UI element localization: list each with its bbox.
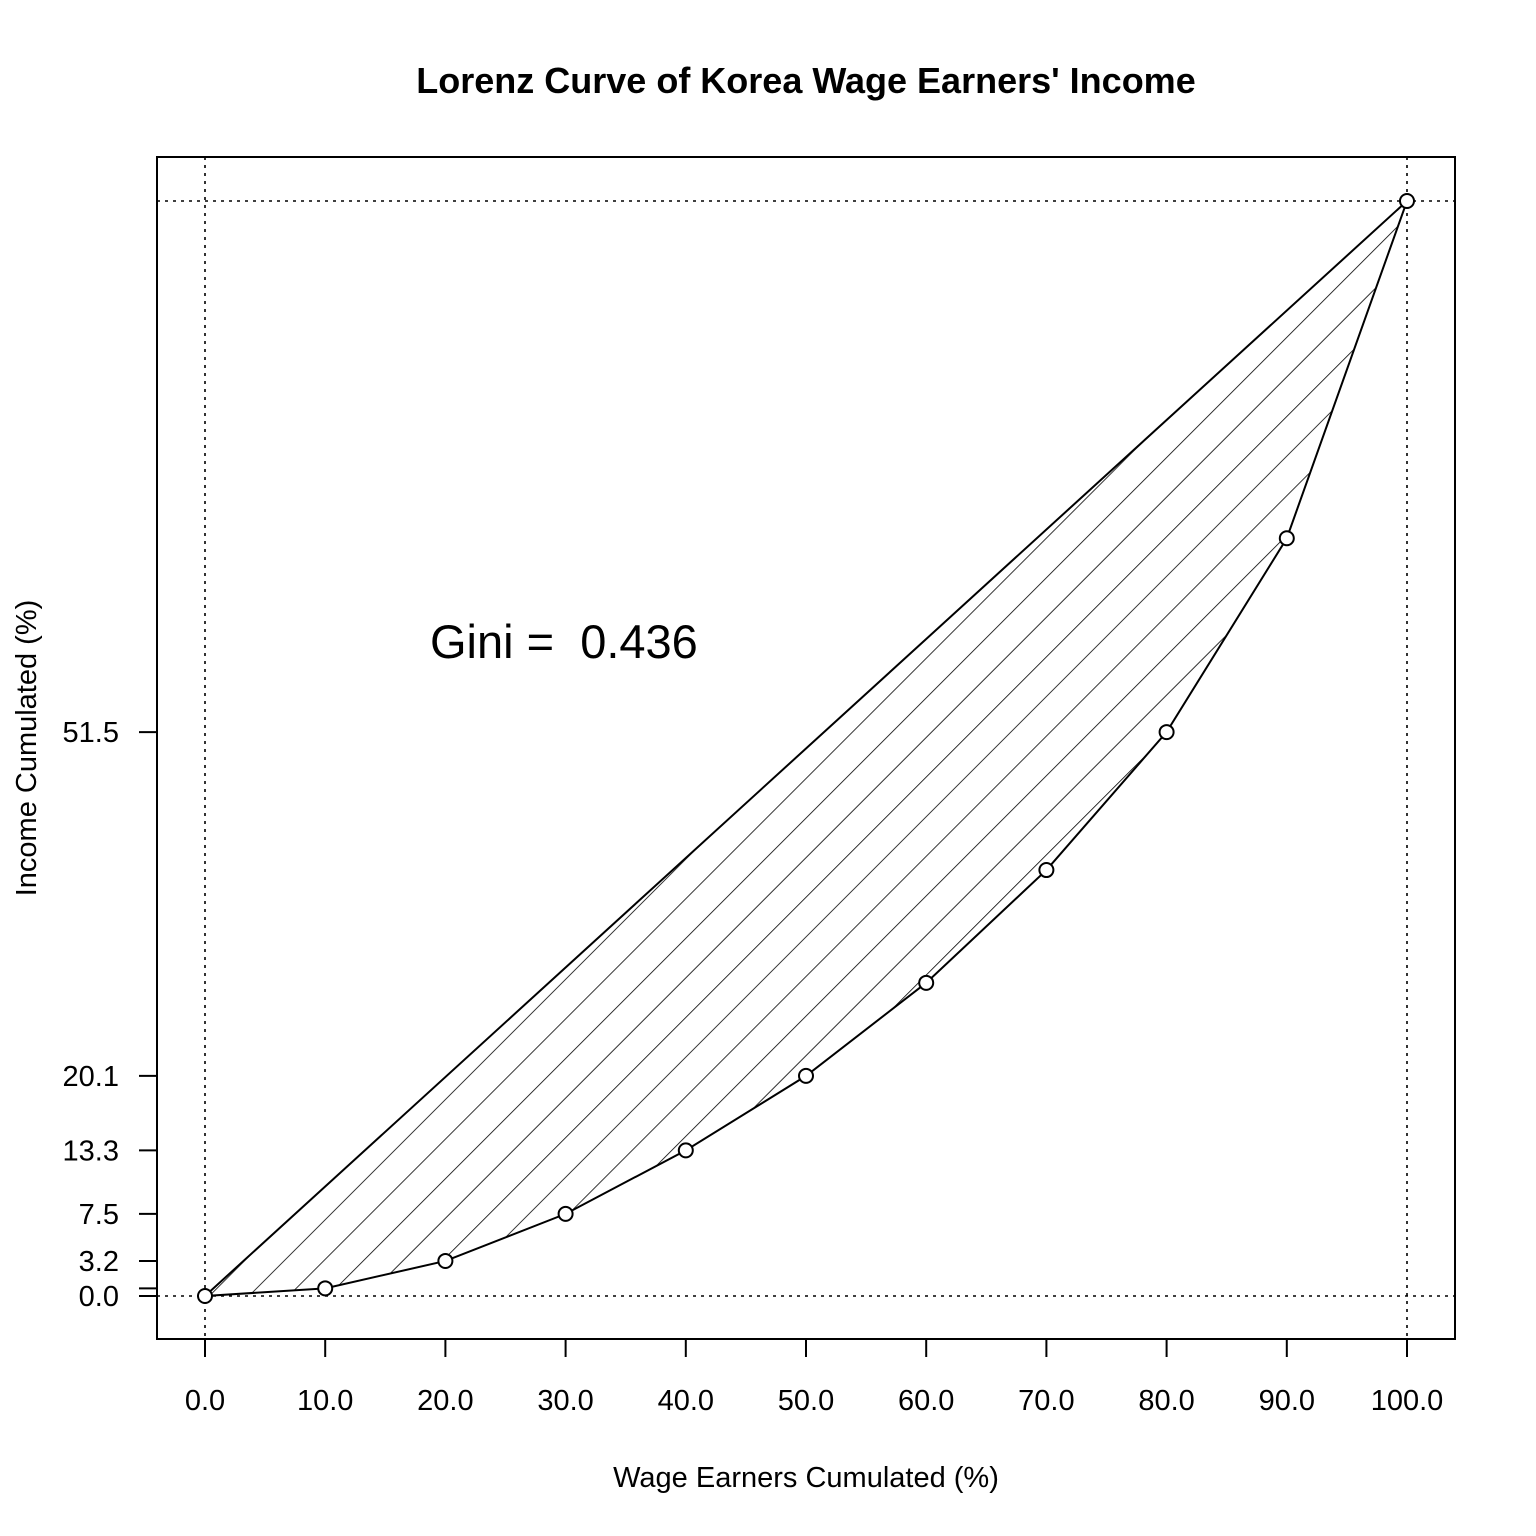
chart-title: Lorenz Curve of Korea Wage Earners' Inco… [416,60,1195,101]
x-tick-label: 40.0 [658,1385,714,1417]
y-tick-label: 0.0 [79,1281,119,1313]
x-tick-label: 20.0 [417,1385,473,1417]
x-tick-label: 50.0 [778,1385,834,1417]
x-tick-label: 80.0 [1138,1385,1194,1417]
x-tick-label: 90.0 [1259,1385,1315,1417]
y-tick-label: 7.5 [79,1199,119,1231]
data-point [1399,193,1415,209]
data-point [557,1205,574,1222]
data-point [317,1280,334,1297]
y-tick-label: 13.3 [63,1135,119,1167]
data-point [1158,724,1175,741]
x-axis: 0.0 10.0 20.0 30.0 40.0 50.0 60.0 70.0 80.0 90.0 1… [185,1338,1444,1417]
data-point [677,1142,694,1159]
y-axis: 0.03.2 7.5 13.3 20.1 51.5 [63,717,158,1313]
x-tick-label: 10.0 [297,1385,353,1417]
data-point [437,1252,454,1269]
x-tick-label: 60.0 [898,1385,954,1417]
data-points [197,193,1415,1304]
x-tick-label: 100.0 [1371,1385,1444,1417]
x-tick-label: 30.0 [537,1385,593,1417]
y-axis-label: Income Cumulated (%) [11,600,43,897]
data-point [1278,530,1295,547]
x-tick-label: 0.0 [185,1385,225,1417]
data-point [798,1067,814,1084]
equality-line [204,200,1408,1297]
gini-annotation: Gini = 0.436 [430,615,698,668]
data-point [197,1288,213,1304]
y-tick-label: 3.2 [79,1246,119,1278]
x-axis-label: Wage Earners Cumulated (%) [613,1462,999,1494]
data-point [918,974,935,991]
data-point [1038,862,1055,879]
reference-lines [157,157,1455,1339]
curve-lines [204,200,1408,1297]
x-tick-label: 70.0 [1018,1385,1074,1417]
y-tick-label: 51.5 [63,717,119,749]
y-tick-label: 20.1 [63,1061,119,1093]
